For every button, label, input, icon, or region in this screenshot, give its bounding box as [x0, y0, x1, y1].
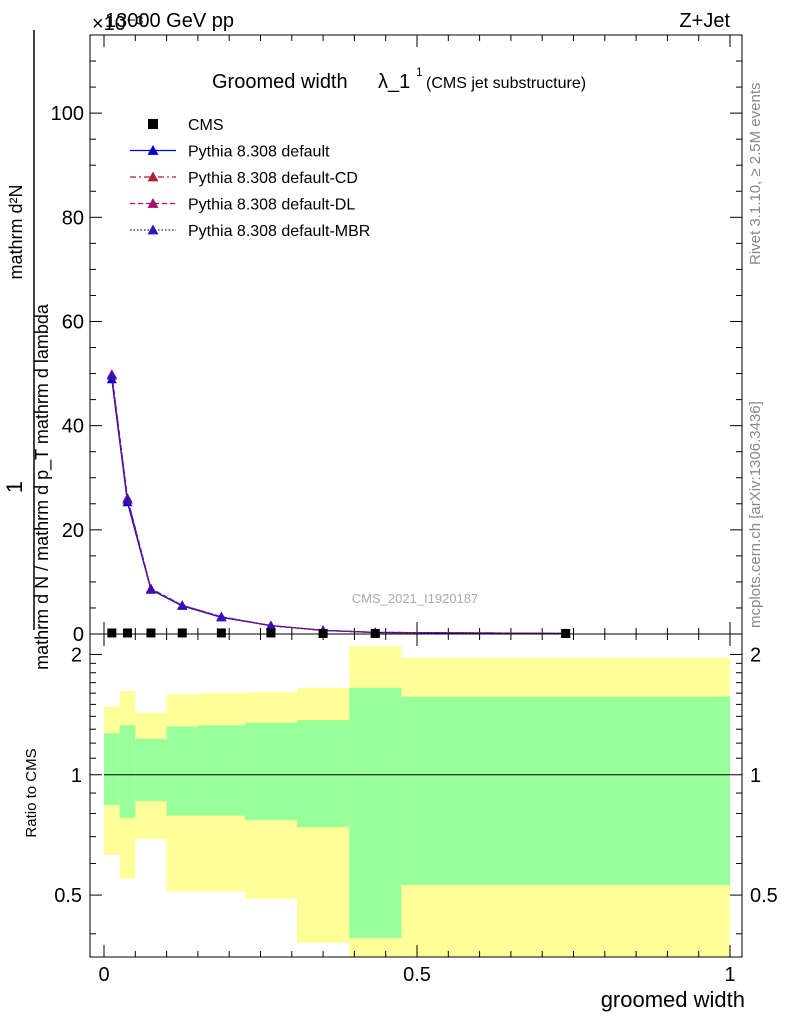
- ratio-frame: [89, 633, 743, 958]
- ratio-xtick-label: 0: [98, 964, 109, 986]
- stat-uncertainty-band-0: [104, 733, 120, 806]
- cms-data-point-0: [107, 628, 117, 638]
- title-superscript: 1: [416, 65, 423, 79]
- cms-data-point-5: [266, 628, 276, 638]
- legend-label-2: Pythia 8.308 default-CD: [188, 170, 358, 187]
- ratio-xtick-label: 0.5: [403, 964, 431, 986]
- title-main: Groomed width: [212, 71, 348, 93]
- stat-uncertainty-band-5: [244, 722, 297, 821]
- stat-uncertainty-band-4: [197, 725, 245, 816]
- cms-data-point-2: [146, 628, 156, 638]
- legend-label-1: Pythia 8.308 default: [188, 144, 330, 161]
- chart-title: Groomed width λ_1 1 (CMS jet substructur…: [212, 65, 586, 93]
- ylabel-denominator-outer: mathrm d N / mathrm d p_T mathrm d lambd…: [32, 303, 53, 670]
- cms-data-point-8: [561, 628, 571, 638]
- main-ytick-label: 60: [62, 311, 84, 333]
- ratio-xtick-label: 1: [724, 964, 735, 986]
- legend-marker-1: [147, 145, 159, 155]
- legend-label-4: Pythia 8.308 default-MBR: [188, 223, 370, 240]
- header-channel: Z+Jet: [679, 10, 730, 32]
- ratio-bands: [104, 645, 730, 957]
- mc-marker-4-0: [106, 370, 117, 380]
- main-ytick-label: 0: [73, 624, 84, 646]
- legend-label-3: Pythia 8.308 default-DL: [188, 197, 355, 214]
- cms-data-point-3: [177, 628, 187, 638]
- legend-label-0: CMS: [188, 117, 224, 134]
- mc-marker-4-4: [216, 611, 227, 621]
- ratio-y-axis-title: Ratio to CMS: [23, 748, 40, 837]
- stat-uncertainty-band-6: [296, 720, 350, 828]
- legend-marker-4: [147, 224, 159, 235]
- stat-uncertainty-band-3: [166, 726, 198, 816]
- stat-uncertainty-band-8: [401, 696, 730, 885]
- mc-line-1: [111, 379, 566, 635]
- stat-uncertainty-band-1: [119, 725, 136, 818]
- main-ytick-label: 100: [51, 103, 84, 125]
- cms-data-point-7: [370, 628, 380, 638]
- ratio-axes: 0.5 0.5 1 1 2 2 0 0.5 1: [54, 633, 778, 986]
- mc-line-2: [111, 374, 566, 635]
- rivet-version-label: Rivet 3.1.10, ≥ 2.5M events: [747, 83, 764, 266]
- title-parenthesis: (CMS jet substructure): [426, 75, 586, 92]
- stat-uncertainty-band-2: [135, 738, 167, 801]
- cms-data-point-1: [122, 628, 132, 638]
- ratio-ytick-label-left: 0.5: [54, 885, 82, 907]
- cms-data-point-6: [318, 628, 328, 638]
- ylabel-numerator: mathrm d²N: [6, 184, 26, 279]
- header-exponent: ×10⁻³: [92, 13, 143, 35]
- main-ytick-label: 80: [62, 207, 84, 229]
- ratio-ytick-label-left: 2: [71, 644, 82, 666]
- main-ytick-label: 40: [62, 416, 84, 438]
- main-data-layer: [106, 369, 571, 638]
- ylabel-one: 1: [2, 481, 27, 493]
- mc-marker-4-3: [177, 600, 188, 610]
- analysis-watermark: CMS_2021_I1920187: [352, 591, 479, 606]
- cms-data-point-4: [216, 628, 226, 638]
- mc-marker-4-1: [122, 494, 133, 504]
- legend-marker-2: [147, 171, 159, 182]
- legend: CMS Pythia 8.308 default Pythia 8.308 defa…: [130, 117, 370, 240]
- mc-line-3: [111, 374, 566, 635]
- ratio-ytick-label-left: 1: [71, 765, 82, 787]
- title-lambda: λ_1: [378, 71, 410, 93]
- stat-uncertainty-band-7: [349, 687, 402, 939]
- header-process: 13000 GeV pp: [105, 10, 234, 32]
- x-axis-title: groomed width: [601, 987, 745, 1012]
- main-ytick-label: 20: [62, 520, 84, 542]
- legend-marker-cms: [148, 119, 158, 129]
- ratio-ytick-label-right: 1: [750, 765, 761, 787]
- mcplots-label: mcplots.cern.ch [arXiv:1306.3436]: [747, 401, 764, 628]
- ratio-ytick-label-right: 2: [750, 644, 761, 666]
- mc-line-4: [111, 375, 566, 635]
- mc-marker-4-2: [145, 584, 156, 594]
- main-y-axis-title: 1 mathrm d N / mathrm d p_T mathrm d lam…: [2, 30, 53, 670]
- legend-marker-3: [147, 198, 159, 208]
- ratio-ytick-label-right: 0.5: [750, 885, 778, 907]
- mc-marker-4-5: [265, 620, 276, 630]
